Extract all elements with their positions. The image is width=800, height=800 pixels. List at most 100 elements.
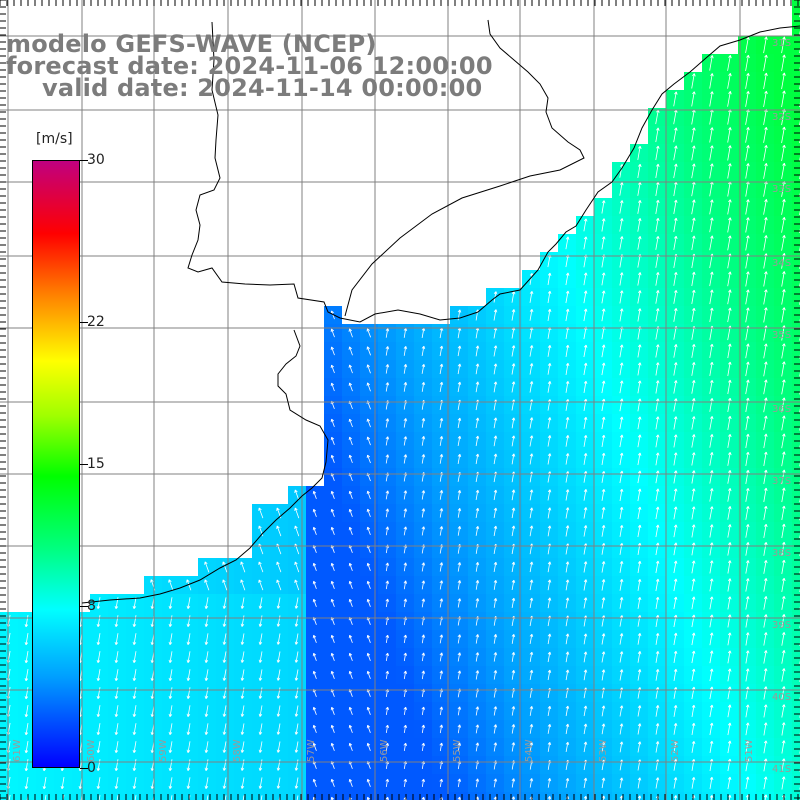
wind-vector <box>763 271 768 287</box>
wind-vector <box>511 742 516 752</box>
wind-vector <box>366 634 371 643</box>
wind-cell <box>792 756 800 774</box>
wind-vector <box>132 723 137 736</box>
wind-vector <box>511 309 516 321</box>
wind-vector <box>258 597 263 609</box>
wind-vector <box>727 397 732 412</box>
wind-vector <box>206 795 209 800</box>
wind-vector <box>745 379 750 395</box>
wind-vector <box>637 705 642 717</box>
wind-cell <box>792 288 800 306</box>
wind-vector <box>691 217 696 233</box>
wind-vector <box>242 795 245 800</box>
wind-vector <box>709 614 714 628</box>
wind-vector <box>601 200 606 214</box>
colorbar-tick-label: 30 <box>87 152 105 168</box>
wind-vector <box>691 740 696 753</box>
wind-vector <box>330 724 335 733</box>
wind-vector <box>547 272 552 286</box>
wind-cell <box>396 792 414 800</box>
longitude-label: 58W <box>232 739 243 762</box>
wind-vector <box>529 417 534 429</box>
wind-vector <box>132 705 137 718</box>
wind-vector <box>348 670 353 679</box>
wind-vector <box>276 525 282 537</box>
wind-vector <box>132 651 137 664</box>
wind-vector <box>260 795 263 800</box>
wind-vector <box>745 307 750 323</box>
wind-vector <box>565 344 570 357</box>
wind-vector <box>114 615 119 628</box>
wind-vector <box>168 669 173 681</box>
wind-vector <box>763 523 768 538</box>
wind-vector <box>24 723 29 736</box>
wind-vector <box>619 579 624 591</box>
coastline-inland <box>344 19 585 317</box>
wind-vector <box>745 722 750 736</box>
wind-vector <box>62 795 65 800</box>
wind-vector <box>439 435 444 446</box>
wind-vector <box>457 562 462 572</box>
wind-vector <box>188 795 191 800</box>
wind-vector <box>439 454 444 464</box>
wind-vector <box>619 290 624 304</box>
wind-vector <box>727 451 732 466</box>
wind-vector <box>511 345 516 357</box>
wind-vector <box>258 777 263 789</box>
wind-vector <box>601 506 606 519</box>
wind-vector <box>547 651 552 663</box>
longitude-label: 57W <box>306 739 317 762</box>
wind-vector <box>276 615 281 627</box>
wind-vector <box>258 759 263 771</box>
wind-vector <box>745 451 750 466</box>
wind-vector <box>114 633 119 646</box>
wind-cell <box>792 396 800 414</box>
wind-vector <box>673 127 678 143</box>
wind-vector <box>781 523 786 539</box>
wind-vector <box>565 669 570 681</box>
wind-cell <box>414 792 432 800</box>
wind-vector <box>547 669 552 681</box>
wind-vector <box>727 686 732 700</box>
wind-vector <box>745 668 750 682</box>
wind-vector <box>547 290 552 303</box>
wind-vector <box>348 724 353 733</box>
wind-vector <box>330 436 335 445</box>
colorbar-tick <box>80 322 88 324</box>
wind-vector <box>24 687 29 700</box>
wind-cell <box>0 792 18 800</box>
wind-vector <box>222 597 227 609</box>
wind-vector <box>547 363 552 375</box>
colorbar-tick <box>80 160 88 161</box>
wind-vector <box>330 706 335 715</box>
wind-vector <box>727 379 732 395</box>
wind-cell <box>630 792 648 800</box>
wind-vector <box>619 380 624 394</box>
wind-vector <box>619 434 624 448</box>
wind-vector <box>601 236 606 250</box>
wind-vector <box>781 722 786 736</box>
wind-vector <box>583 380 588 393</box>
wind-vector <box>583 489 588 501</box>
wind-vector <box>457 508 462 518</box>
wind-vector <box>763 54 768 72</box>
wind-vector <box>529 363 534 375</box>
wind-vector <box>691 145 696 161</box>
wind-vector <box>114 669 119 682</box>
wind-vector <box>547 597 552 609</box>
wind-vector <box>691 271 696 287</box>
wind-vector <box>583 236 588 250</box>
wind-vector <box>348 328 353 338</box>
wind-vector <box>114 777 119 790</box>
wind-vector <box>601 416 606 430</box>
wind-vector <box>114 723 119 736</box>
wind-vector <box>294 615 299 627</box>
wind-vector <box>709 397 714 412</box>
wind-vector <box>511 435 516 447</box>
wind-vector <box>601 218 606 232</box>
wind-vector <box>294 561 300 573</box>
wind-vector <box>763 144 768 161</box>
wind-vector <box>709 758 714 771</box>
wind-vector <box>475 742 480 752</box>
wind-vector <box>348 436 353 446</box>
